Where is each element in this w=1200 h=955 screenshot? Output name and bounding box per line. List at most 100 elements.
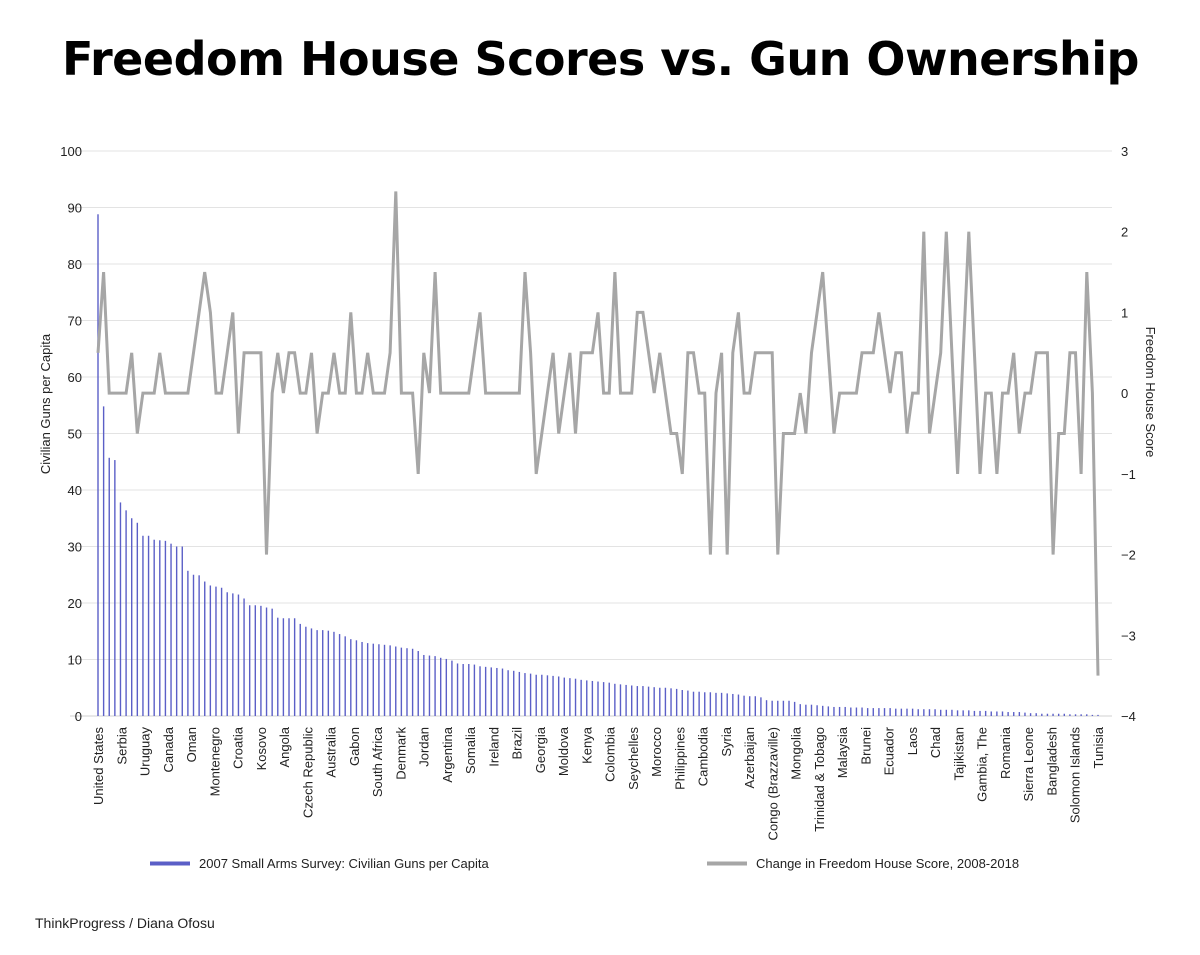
bar bbox=[524, 673, 526, 716]
bar bbox=[220, 587, 223, 716]
bar bbox=[1052, 713, 1054, 716]
bar bbox=[428, 655, 431, 716]
bar bbox=[529, 673, 532, 716]
right-tick-label: 2 bbox=[1121, 225, 1128, 240]
bar bbox=[142, 535, 144, 716]
bar bbox=[187, 570, 189, 716]
bar bbox=[895, 708, 897, 716]
bar bbox=[411, 648, 414, 716]
left-tick-label: 80 bbox=[68, 257, 82, 272]
bar bbox=[945, 709, 948, 716]
bar bbox=[535, 674, 537, 716]
x-tick-label: Mongolia bbox=[789, 726, 804, 780]
left-tick-label: 0 bbox=[75, 709, 82, 724]
chart-title: Freedom House Scores vs. Gun Ownership bbox=[62, 32, 1139, 86]
bar bbox=[737, 694, 740, 716]
bar bbox=[316, 630, 318, 716]
bar bbox=[777, 700, 779, 716]
bar bbox=[704, 692, 706, 716]
left-tick-label: 30 bbox=[68, 540, 82, 555]
legend-swatch-line bbox=[707, 861, 747, 866]
bar bbox=[962, 710, 964, 716]
bar bbox=[956, 710, 959, 716]
left-tick-label: 100 bbox=[60, 144, 82, 159]
bar bbox=[765, 700, 768, 716]
x-tick-label: Laos bbox=[905, 727, 920, 756]
bar bbox=[951, 709, 953, 716]
bar bbox=[406, 648, 408, 716]
bar bbox=[557, 676, 560, 716]
x-tick-label: Oman bbox=[184, 727, 199, 762]
bar bbox=[164, 540, 167, 716]
bar bbox=[271, 608, 273, 716]
left-tick-label: 10 bbox=[68, 653, 82, 668]
x-tick-label: Ireland bbox=[486, 727, 501, 767]
bar bbox=[1097, 714, 1099, 716]
line-series bbox=[96, 191, 1100, 676]
bar bbox=[1029, 713, 1032, 716]
bar bbox=[580, 679, 582, 716]
bar bbox=[934, 709, 936, 716]
x-tick-label: Seychelles bbox=[626, 727, 641, 790]
bar bbox=[1057, 713, 1060, 716]
bar bbox=[1018, 712, 1021, 716]
bar bbox=[900, 708, 903, 716]
x-tick-label: Malaysia bbox=[835, 726, 850, 778]
bar bbox=[591, 680, 594, 716]
bar bbox=[574, 678, 577, 716]
bar bbox=[698, 691, 700, 716]
bar bbox=[878, 708, 880, 716]
bar bbox=[861, 707, 863, 716]
bar bbox=[305, 626, 307, 716]
bar bbox=[659, 687, 661, 716]
bar bbox=[872, 708, 874, 716]
bar bbox=[513, 670, 515, 716]
x-tick-label: Czech Republic bbox=[300, 727, 315, 819]
x-tick-label: Serbia bbox=[114, 726, 129, 764]
bar bbox=[153, 539, 155, 716]
bar bbox=[282, 618, 285, 716]
bar bbox=[1013, 712, 1015, 716]
legend: 2007 Small Arms Survey: Civilian Guns pe… bbox=[150, 856, 1019, 871]
bar bbox=[400, 647, 403, 716]
bar bbox=[501, 668, 504, 716]
bar bbox=[990, 711, 992, 716]
x-tick-label: Cambodia bbox=[696, 726, 711, 786]
bar bbox=[833, 706, 835, 716]
bar bbox=[490, 667, 492, 716]
bar bbox=[198, 575, 200, 716]
bar bbox=[743, 695, 745, 716]
bar bbox=[327, 630, 330, 716]
bar bbox=[748, 696, 751, 716]
left-tick-label: 90 bbox=[68, 201, 82, 216]
bar bbox=[451, 660, 453, 716]
bar bbox=[760, 697, 762, 716]
bar bbox=[996, 711, 998, 716]
bar bbox=[1063, 713, 1065, 716]
bar bbox=[378, 644, 380, 716]
bar bbox=[147, 535, 150, 716]
bar bbox=[546, 675, 549, 716]
bar bbox=[636, 686, 639, 716]
bar bbox=[473, 664, 476, 716]
bar bbox=[445, 658, 448, 716]
bar bbox=[788, 700, 790, 716]
bar bbox=[855, 707, 858, 716]
x-tick-label: Gambia, The bbox=[975, 727, 990, 802]
bar bbox=[608, 682, 610, 716]
bar bbox=[462, 664, 464, 716]
bar bbox=[260, 605, 262, 716]
x-tick-label: Romania bbox=[998, 726, 1013, 779]
bar bbox=[1091, 714, 1094, 716]
bar bbox=[1069, 714, 1071, 716]
bar bbox=[1024, 712, 1026, 716]
bar bbox=[1074, 714, 1077, 716]
x-tick-label: Colombia bbox=[603, 726, 618, 782]
bar bbox=[170, 543, 172, 716]
bar bbox=[248, 605, 251, 716]
bar bbox=[114, 460, 116, 716]
bar bbox=[288, 618, 290, 716]
bar bbox=[793, 701, 796, 716]
bar bbox=[136, 522, 139, 716]
bar bbox=[911, 708, 914, 716]
